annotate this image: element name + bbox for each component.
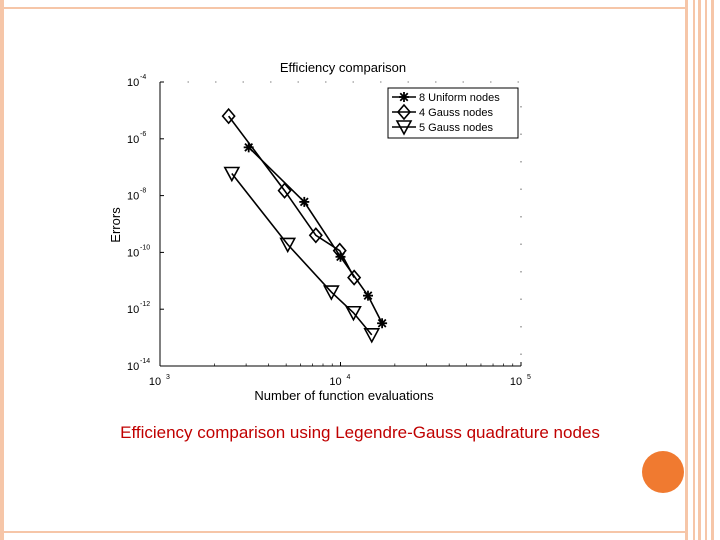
y-tick-exponent: -8 [140, 188, 146, 195]
triangle-marker [395, 120, 413, 136]
y-tick-exponent: -6 [140, 131, 146, 138]
decor-line-bottom [0, 531, 687, 533]
decor-bar-right-5 [711, 0, 714, 540]
y-tick-exponent: -10 [140, 244, 150, 251]
diamond-marker [396, 103, 412, 121]
x-tick-exponent: 5 [527, 374, 531, 381]
triangle-marker [279, 237, 297, 254]
decor-bar-right-1 [685, 0, 688, 540]
x-tick-label: 10 [510, 376, 522, 388]
x-axis-label: Number of function evaluations [254, 388, 434, 403]
legend-label: 8 Uniform nodes [419, 92, 500, 104]
y-axis-label: Errors [108, 207, 123, 243]
chart-svg: Efficiency comparison 10 3 10 4 10 510 -410 -61… [108, 60, 531, 403]
y-tick-exponent: -12 [140, 301, 150, 308]
legend-label: 4 Gauss nodes [419, 107, 493, 119]
y-tick-label: 10 [127, 191, 139, 203]
diamond-marker [277, 182, 292, 199]
decor-line-top [0, 7, 687, 9]
decor-orange-circle [642, 451, 684, 493]
y-tick-exponent: -4 [140, 74, 146, 81]
decor-bar-right-2 [693, 0, 695, 540]
series-diamond [221, 107, 362, 286]
legend: 8 Uniform nodes 4 Gauss nodes 5 Gauss node… [387, 87, 519, 139]
decor-bar-left [0, 0, 4, 540]
y-tick-exponent: -14 [140, 358, 150, 365]
triangle-marker [363, 328, 381, 344]
y-tick-label: 10 [127, 304, 139, 316]
asterisk-marker [399, 92, 409, 102]
diamond-marker [347, 269, 362, 286]
asterisk-stroke [399, 92, 409, 102]
y-tick-label: 10 [127, 77, 139, 89]
diamond-marker [308, 227, 323, 244]
series-line [231, 173, 373, 336]
series-layer [221, 107, 388, 344]
asterisk-marker [362, 290, 373, 301]
triangle-marker [323, 285, 340, 301]
asterisk-stroke [299, 197, 309, 207]
y-tick-label: 10 [127, 247, 139, 259]
chart-title: Efficiency comparison [280, 60, 406, 75]
x-tick-label: 10 [149, 376, 161, 388]
x-tick-exponent: 3 [166, 374, 170, 381]
series-line [227, 115, 355, 278]
asterisk-stroke [377, 318, 387, 328]
legend-label: 5 Gauss nodes [419, 122, 493, 134]
legend-items: 8 Uniform nodes 4 Gauss nodes 5 Gauss node… [392, 92, 500, 136]
diamond-marker [221, 107, 236, 125]
triangle-marker [223, 166, 241, 183]
triangle-marker [345, 305, 362, 322]
series-triangle-down [223, 166, 381, 344]
asterisk-stroke [363, 291, 373, 301]
decor-bar-right-3 [698, 0, 701, 540]
diamond-marker [332, 242, 347, 259]
decor-bar-right-4 [705, 0, 707, 540]
chart: Efficiency comparison 10 3 10 4 10 5 10 -4 10 -6 1… [100, 55, 550, 405]
asterisk-marker [377, 318, 388, 329]
x-tick-exponent: 4 [347, 374, 351, 381]
asterisk-marker [299, 196, 310, 207]
y-tick-label: 10 [127, 361, 139, 373]
figure-caption: Efficiency comparison using Legendre-Gau… [120, 423, 600, 442]
x-tick-label: 10 [329, 376, 341, 388]
y-tick-label: 10 [127, 134, 139, 146]
